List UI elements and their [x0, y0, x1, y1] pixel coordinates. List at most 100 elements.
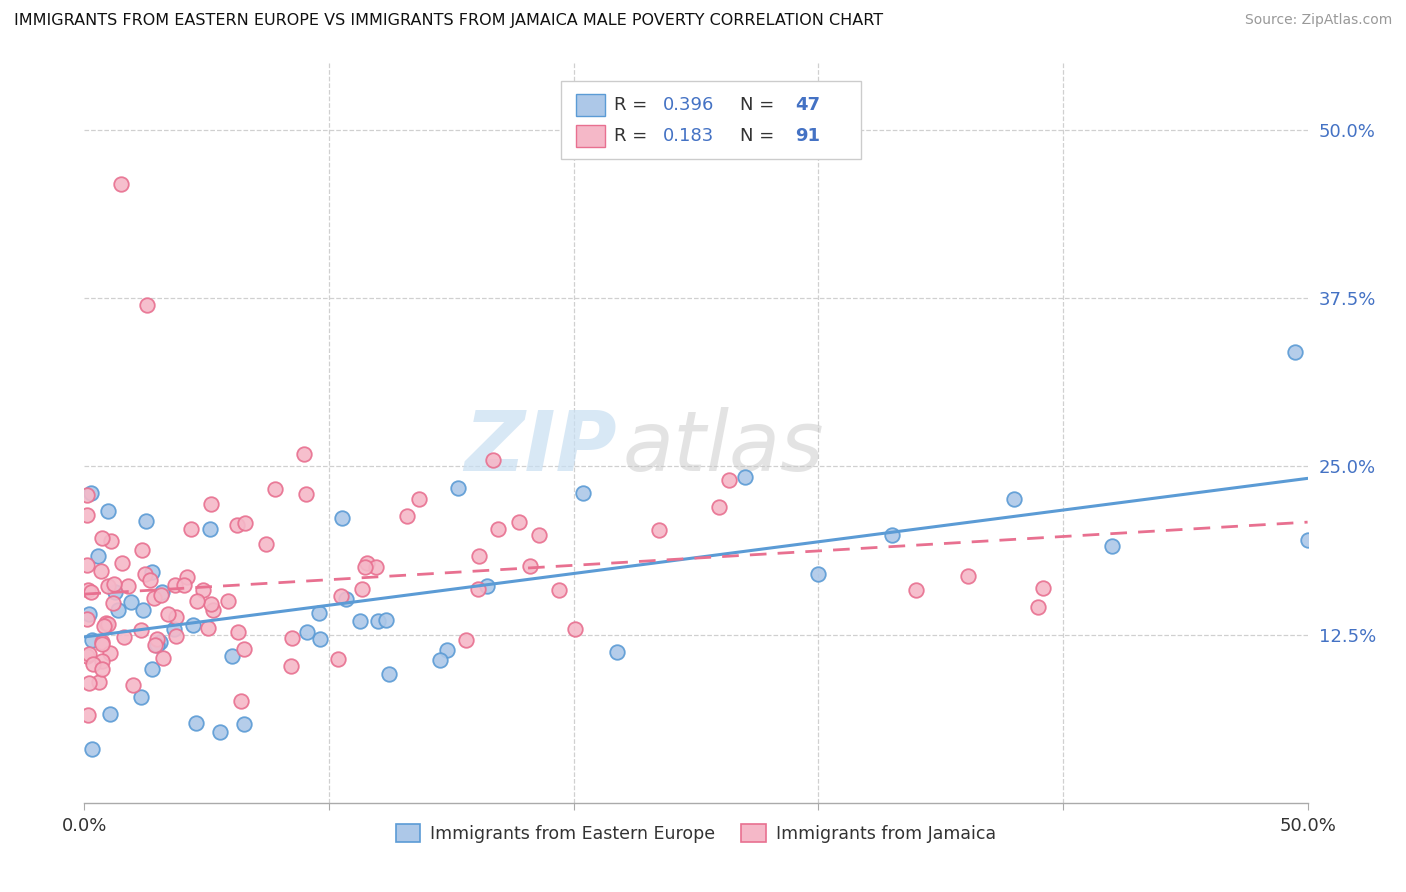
Point [308, 607, 330, 621]
Point [163, 622, 186, 636]
Point [120, 595, 142, 609]
Point [734, 470, 756, 484]
FancyBboxPatch shape [561, 81, 860, 159]
Text: 47: 47 [794, 95, 820, 113]
Point [136, 298, 159, 312]
Point [82, 742, 104, 756]
Point [200, 497, 222, 511]
Point [1101, 539, 1123, 553]
Point [707, 500, 730, 514]
Point [104, 585, 127, 599]
Point [173, 577, 195, 591]
Point [80, 485, 103, 500]
Point [378, 666, 401, 681]
Point [1032, 581, 1054, 595]
Point [226, 517, 249, 532]
Point [475, 579, 498, 593]
Point [98, 706, 121, 721]
Point [181, 618, 204, 632]
Point [221, 648, 243, 663]
Point [396, 509, 419, 524]
Point [564, 622, 586, 636]
Point [146, 638, 169, 652]
Point [134, 566, 156, 581]
Point [606, 645, 628, 659]
Point [77, 708, 100, 723]
Point [101, 596, 124, 610]
Text: 0.396: 0.396 [664, 95, 714, 113]
Point [90, 662, 112, 676]
Point [77, 607, 100, 621]
Point [454, 632, 477, 647]
Point [356, 556, 378, 570]
Point [90, 531, 112, 545]
Text: IMMIGRANTS FROM EASTERN EUROPE VS IMMIGRANTS FROM JAMAICA MALE POVERTY CORRELATI: IMMIGRANTS FROM EASTERN EUROPE VS IMMIGR… [14, 13, 883, 29]
Point [152, 651, 174, 665]
Point [467, 582, 489, 596]
Point [97, 504, 120, 518]
Point [89, 675, 111, 690]
Text: ZIP: ZIP [464, 407, 616, 488]
Point [880, 527, 903, 541]
Point [308, 632, 330, 647]
Point [571, 485, 593, 500]
Point [176, 570, 198, 584]
Point [76, 649, 98, 664]
Point [80, 584, 103, 599]
Point [165, 610, 187, 624]
Text: N =: N = [740, 127, 780, 145]
Point [165, 629, 187, 643]
Point [366, 560, 388, 574]
Point [436, 642, 458, 657]
Point [956, 569, 979, 583]
Point [226, 625, 249, 640]
Point [335, 592, 357, 607]
Point [233, 642, 256, 657]
Point [482, 452, 505, 467]
Point [129, 690, 152, 705]
Point [353, 560, 375, 574]
Point [90, 654, 112, 668]
Point [232, 717, 254, 731]
Point [197, 621, 219, 635]
Point [141, 565, 163, 579]
Point [233, 516, 256, 530]
Point [149, 635, 172, 649]
Point [408, 492, 430, 507]
Point [143, 591, 166, 606]
Text: R =: R = [614, 95, 652, 113]
Point [135, 514, 157, 528]
Point [80, 632, 103, 647]
Text: 91: 91 [794, 127, 820, 145]
Point [103, 576, 125, 591]
Text: R =: R = [614, 127, 652, 145]
Point [200, 598, 222, 612]
Point [100, 533, 122, 548]
Point [263, 482, 285, 496]
Point [717, 474, 740, 488]
Point [905, 582, 928, 597]
Text: N =: N = [740, 95, 780, 113]
Point [547, 582, 569, 597]
Point [1026, 600, 1049, 615]
Point [163, 578, 186, 592]
Point [93, 618, 115, 632]
Text: atlas: atlas [623, 407, 824, 488]
Point [367, 614, 389, 628]
Point [198, 522, 221, 536]
Point [91, 634, 114, 648]
Point [229, 694, 252, 708]
Point [97, 617, 120, 632]
Point [519, 559, 541, 574]
Text: Source: ZipAtlas.com: Source: ZipAtlas.com [1244, 13, 1392, 28]
Point [527, 527, 550, 541]
Point [111, 556, 134, 570]
Point [292, 447, 315, 461]
Point [97, 579, 120, 593]
Point [648, 523, 671, 537]
Point [146, 632, 169, 647]
Point [129, 624, 152, 638]
Point [76, 558, 98, 572]
Point [468, 549, 491, 563]
Legend: Immigrants from Eastern Europe, Immigrants from Jamaica: Immigrants from Eastern Europe, Immigran… [388, 817, 1004, 850]
